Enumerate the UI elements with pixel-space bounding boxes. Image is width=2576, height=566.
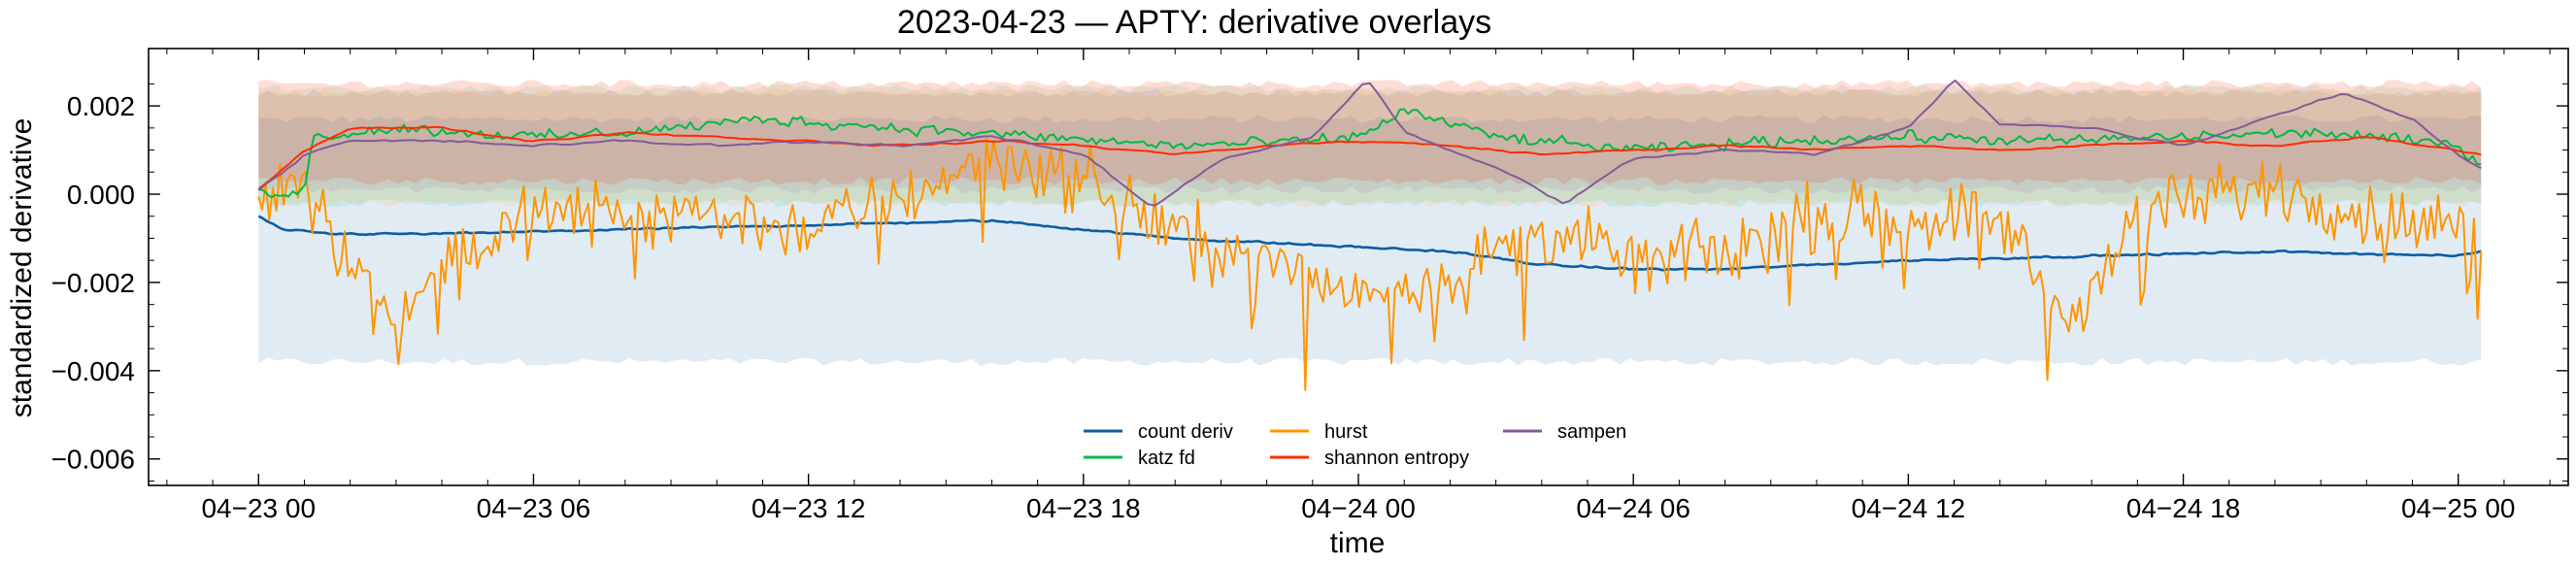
y-tick-label: −0.006 <box>51 445 135 475</box>
x-tick-label: 04−24 00 <box>1301 493 1416 523</box>
x-tick-label: 04−23 06 <box>477 493 591 523</box>
y-tick-label: 0.002 <box>67 91 135 121</box>
y-tick-label: −0.002 <box>51 268 135 298</box>
legend-label-sampen: sampen <box>1557 421 1626 443</box>
legend-label-shannon-entropy: shannon entropy <box>1324 448 1469 469</box>
series-line-katz-fd <box>258 108 2482 199</box>
x-tick-label: 04−25 00 <box>2401 493 2516 523</box>
series-line-hurst <box>257 137 2483 391</box>
y-tick-label: −0.004 <box>51 356 135 386</box>
x-tick-label: 04−24 06 <box>1576 493 1690 523</box>
ticks-layer: 04−23 00 04−23 06 04−23 12 04−23 18 04−24 00… <box>51 49 2568 523</box>
legend-label-count-deriv: count deriv <box>1138 421 1233 443</box>
band-count-deriv <box>258 115 2482 366</box>
legend-label-katz-fd: katz fd <box>1138 448 1195 469</box>
x-axis-label: time <box>1330 527 1386 559</box>
chart-title: 2023-04-23 — APTY: derivative overlays <box>897 4 1491 41</box>
series-line-shannon-entropy <box>257 125 2482 190</box>
legend-label-hurst: hurst <box>1324 421 1368 443</box>
band-shannon-entropy <box>258 80 2482 185</box>
band-katz-fd <box>258 83 2482 208</box>
x-tick-label: 04−23 12 <box>752 493 866 523</box>
legend: count deriv katz fd hurst shannon entropy sa… <box>1084 421 1626 469</box>
x-tick-label: 04−23 00 <box>201 493 316 523</box>
series-line-sampen <box>257 79 2482 207</box>
y-tick-label: 0.000 <box>67 180 135 210</box>
bands-layer <box>258 80 2482 366</box>
x-tick-label: 04−24 12 <box>1852 493 1966 523</box>
x-tick-label: 04−23 18 <box>1026 493 1141 523</box>
y-axis-label: standardized derivative <box>6 118 38 418</box>
x-tick-label: 04−24 18 <box>2126 493 2241 523</box>
series-line-count-deriv <box>257 215 2482 272</box>
lines-layer <box>257 79 2483 391</box>
band-hurst <box>258 88 2482 208</box>
